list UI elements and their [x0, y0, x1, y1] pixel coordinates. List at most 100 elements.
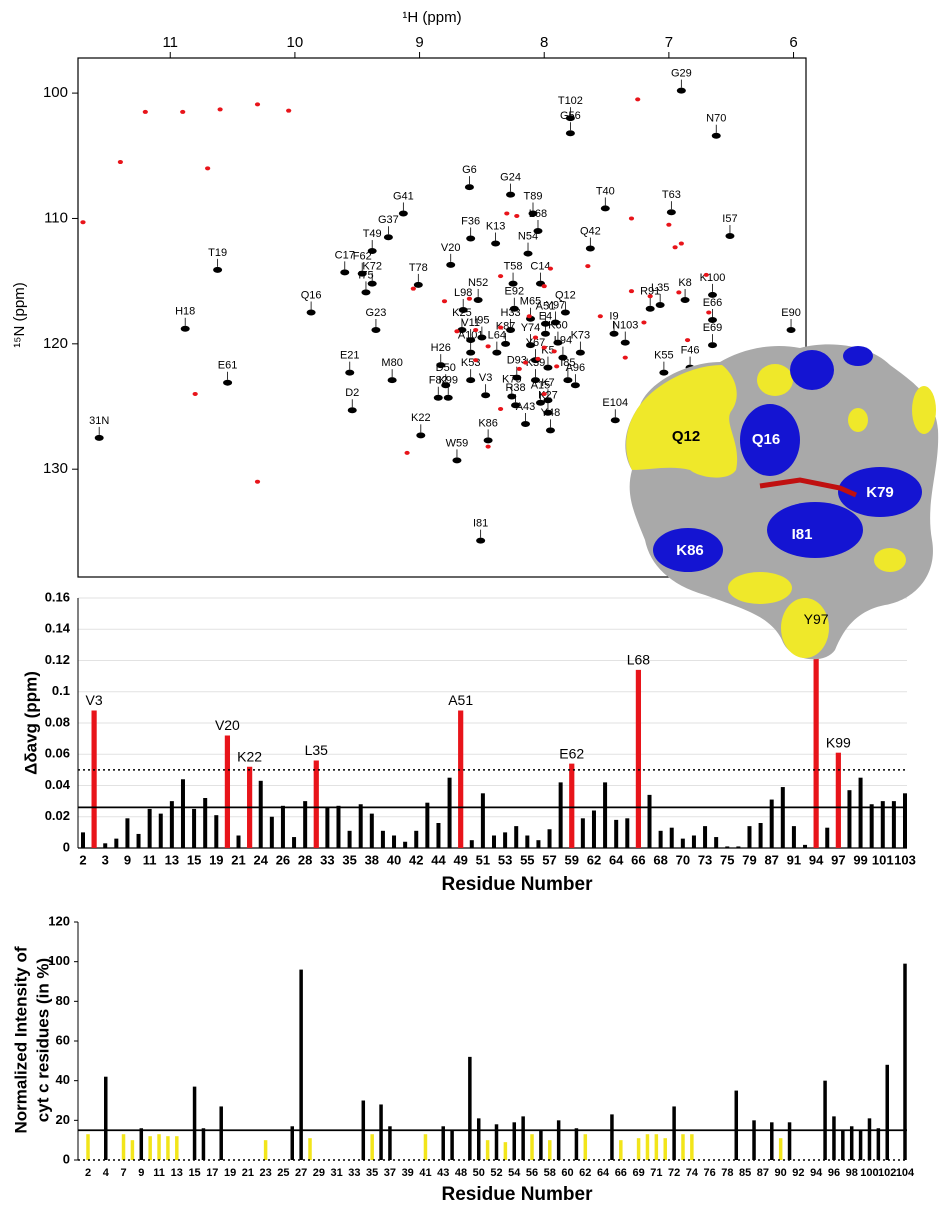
- bar: [663, 1138, 667, 1160]
- peak: [516, 366, 522, 371]
- peak-label: I9: [609, 311, 618, 323]
- peak-label: G29: [671, 68, 692, 80]
- x-tick-label: 27: [295, 1167, 307, 1179]
- bar: [521, 1116, 525, 1160]
- x-tick-label: 94: [810, 1167, 823, 1179]
- x-tick-label: 13: [171, 1167, 183, 1179]
- peak: [521, 421, 531, 428]
- bar: [580, 818, 585, 848]
- peak: [205, 166, 211, 171]
- peak: [545, 427, 555, 434]
- x-tick-label: 59: [565, 852, 579, 867]
- bar: [358, 804, 363, 848]
- peak: [554, 364, 560, 369]
- x-tick-label: 74: [686, 1167, 699, 1179]
- peak-label: G41: [393, 190, 414, 202]
- peak: [620, 339, 630, 346]
- peak: [491, 240, 501, 247]
- peak: [367, 248, 377, 255]
- peak: [585, 264, 591, 269]
- peak: [600, 205, 610, 212]
- bar: [269, 816, 274, 848]
- x-tick-label: 29: [313, 1167, 325, 1179]
- x-tick-label: 54: [508, 1167, 521, 1179]
- y-tick-label: 0.06: [45, 746, 70, 761]
- x-tick-label: 41: [419, 1167, 431, 1179]
- bar: [441, 1126, 445, 1160]
- x-tick-label: 87: [757, 1167, 769, 1179]
- y-tick-label: 100: [43, 84, 68, 101]
- bar: [672, 1106, 676, 1160]
- peak: [522, 360, 529, 365]
- peak: [441, 382, 451, 389]
- bar: [858, 1130, 863, 1160]
- bar: [166, 1136, 170, 1160]
- x-tick-label: 85: [739, 1167, 751, 1179]
- peak: [708, 342, 718, 349]
- y-axis-title: cyt c residues (in %): [33, 958, 52, 1122]
- peak: [457, 327, 467, 334]
- peak-label: L64: [488, 330, 506, 342]
- bar-label: V20: [215, 717, 240, 733]
- x-tick-label: 42: [409, 852, 423, 867]
- bar: [292, 837, 297, 848]
- peak-label: T49: [363, 228, 382, 240]
- peak: [523, 250, 533, 257]
- peak: [708, 291, 718, 298]
- bar: [539, 1130, 543, 1160]
- peak-label: E66: [703, 297, 723, 309]
- peak-label: K72: [362, 261, 382, 273]
- bar: [468, 1056, 472, 1160]
- bar: [485, 1140, 490, 1160]
- peak-label: A43: [516, 401, 536, 413]
- y-tick-label: 0: [63, 839, 70, 854]
- peak: [481, 392, 491, 399]
- peak: [676, 290, 682, 295]
- x-tick-label: 2: [79, 852, 86, 867]
- peak-label: T19: [208, 247, 227, 259]
- y-tick-label: 0.12: [45, 652, 70, 667]
- peak-label: V3: [479, 372, 492, 384]
- heme: [759, 477, 858, 498]
- bar: [556, 1120, 561, 1160]
- peak: [708, 317, 718, 324]
- bar: [635, 669, 642, 848]
- peak-label: F62: [353, 251, 372, 263]
- peak: [533, 228, 543, 234]
- x-tick-label: 87: [764, 852, 778, 867]
- peak: [526, 314, 532, 319]
- bar: [669, 827, 674, 848]
- peak: [473, 296, 483, 303]
- bar: [103, 843, 108, 848]
- peak: [387, 377, 397, 384]
- peak: [703, 272, 709, 277]
- bar: [569, 763, 575, 848]
- bar: [558, 782, 563, 848]
- peak-label: K25: [452, 307, 472, 319]
- peak: [509, 305, 519, 312]
- peak-label: Y67: [526, 337, 546, 349]
- bar: [747, 826, 752, 848]
- peak: [560, 309, 570, 316]
- peak-label: W59: [446, 437, 469, 449]
- x-tick-label: 39: [402, 1167, 414, 1179]
- peak: [345, 369, 355, 376]
- y-tick-label: 60: [56, 1032, 70, 1047]
- bar: [219, 1106, 223, 1160]
- bar: [336, 805, 341, 848]
- x-tick-label: 75: [720, 852, 734, 867]
- y-tick-label: 0.14: [45, 621, 71, 636]
- x-tick-label: 11: [143, 852, 157, 867]
- peak: [217, 107, 223, 112]
- bar: [392, 835, 397, 848]
- peak: [628, 289, 635, 294]
- x-tick-label: 97: [831, 852, 845, 867]
- peak: [547, 266, 554, 271]
- peak: [443, 394, 453, 401]
- peak-label: A101: [458, 330, 484, 342]
- peak: [597, 314, 603, 319]
- surface-patch: [781, 598, 829, 658]
- peak: [786, 327, 796, 334]
- bar: [736, 846, 741, 848]
- x-tick-label: 19: [209, 852, 223, 867]
